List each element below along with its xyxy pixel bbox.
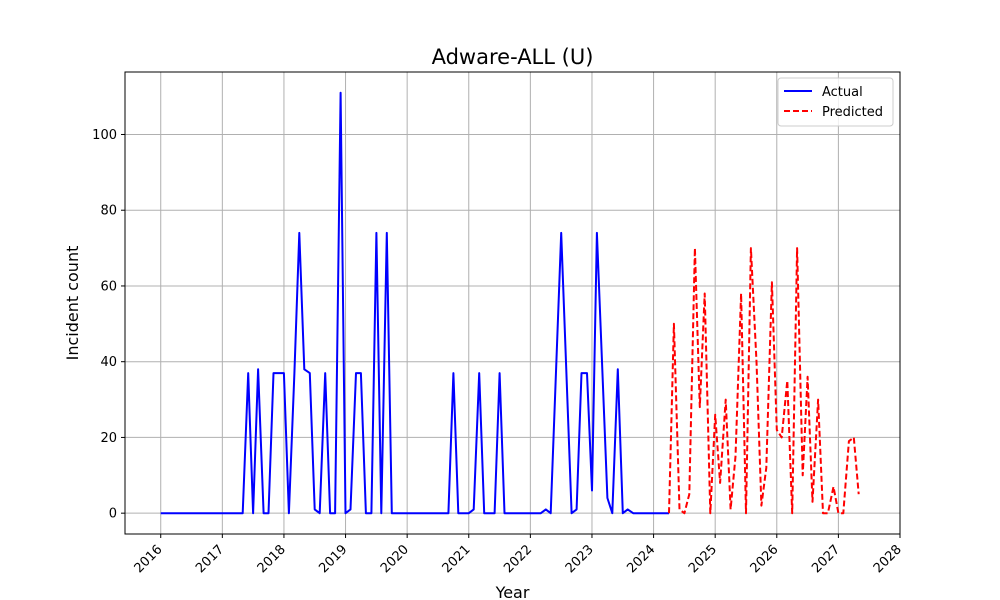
y-tick-label: 60 — [100, 279, 117, 294]
legend: Actual Predicted — [777, 77, 894, 127]
y-tick-label: 20 — [100, 431, 117, 446]
legend-predicted-label: Predicted — [822, 105, 883, 120]
series-line-predicted — [668, 247, 860, 515]
y-tick-label: 80 — [100, 204, 117, 219]
plot-frame — [124, 71, 901, 535]
x-axis-label: Year — [495, 583, 530, 600]
y-tick-label: 100 — [92, 128, 117, 143]
y-tick-label: 0 — [109, 507, 117, 522]
chart-title: Adware-ALL (U) — [432, 45, 594, 69]
plot-series — [160, 91, 860, 515]
y-axis-label: Incident count — [63, 246, 82, 361]
y-tick-label: 40 — [100, 355, 117, 370]
legend-actual-label: Actual — [822, 85, 863, 100]
series-line-actual — [160, 91, 669, 515]
